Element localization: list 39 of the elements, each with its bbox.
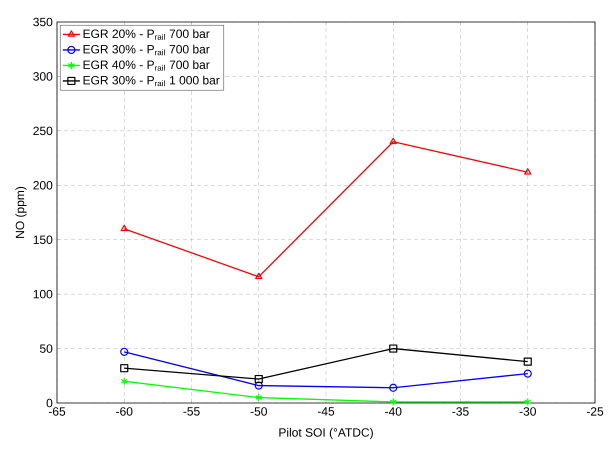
point xyxy=(389,344,398,353)
point xyxy=(254,374,263,384)
point xyxy=(524,358,532,366)
x-tick-label: -50 xyxy=(250,407,267,416)
x-tick-label: -30 xyxy=(520,407,536,416)
point xyxy=(524,168,532,175)
point xyxy=(120,364,128,372)
point xyxy=(120,348,128,356)
x-tick-label: -40 xyxy=(385,407,402,416)
point xyxy=(120,224,128,232)
x-tick-label: -35 xyxy=(452,407,469,416)
legend-label: EGR 20% - P$_{rail}$ 700 bar xyxy=(84,29,210,40)
y-tick-label: 300 xyxy=(33,72,52,81)
y-tick-label: 250 xyxy=(33,126,52,136)
y-tick-label: 150 xyxy=(34,235,52,244)
y-axis-title: NO (ppm) xyxy=(15,186,27,238)
point xyxy=(120,377,128,386)
point xyxy=(254,381,263,390)
y-tick-label: 0 xyxy=(46,398,52,408)
point xyxy=(390,398,397,406)
x-tick-label: -45 xyxy=(318,407,334,416)
y-tick-label: 100 xyxy=(34,290,52,298)
point xyxy=(524,370,532,378)
y-tick-label: 200 xyxy=(33,181,52,190)
x-tick-label: -65 xyxy=(48,407,66,416)
legend-label: EGR 30% - P$_{rail}$ 1 000 bar xyxy=(84,76,220,86)
point xyxy=(390,138,397,144)
y-tick-label: 350 xyxy=(33,18,52,26)
legend-label: EGR 40% - P$_{rail}$ 700 bar xyxy=(84,60,210,71)
x-axis-title: Pilot SOI (°ATDC) xyxy=(279,428,373,440)
point xyxy=(524,398,532,406)
x-tick-label: -60 xyxy=(116,407,132,416)
x-tick-label: -25 xyxy=(586,407,604,416)
legend-label: EGR 30% - P$_{rail}$ 700 bar xyxy=(84,44,210,56)
point xyxy=(389,384,398,392)
x-tick-label: -55 xyxy=(183,407,200,416)
point xyxy=(255,272,262,280)
point xyxy=(255,393,262,402)
y-tick-label: 50 xyxy=(40,344,52,353)
